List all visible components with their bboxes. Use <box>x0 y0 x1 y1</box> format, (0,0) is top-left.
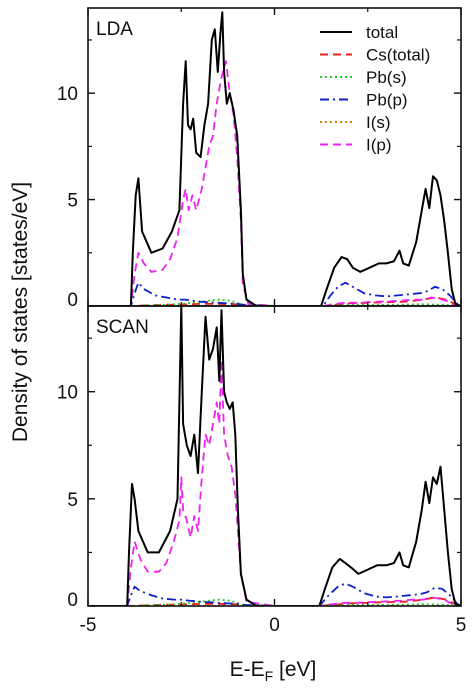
series-line-pb-p <box>88 582 461 606</box>
legend-label: total <box>366 23 398 42</box>
legend-item: total <box>320 23 398 42</box>
legend-item: Pb(p) <box>320 91 408 110</box>
series-line-i-p <box>88 358 461 606</box>
x-tick-label: 0 <box>269 615 280 636</box>
panel-lda: 0 5 10 LDA <box>57 7 462 311</box>
x-tick-label: 5 <box>456 615 467 636</box>
y-tick-label: 5 <box>67 191 78 212</box>
y-axis-title: Density of states [states/eV] <box>9 182 32 442</box>
legend-item: I(s) <box>320 113 391 132</box>
y-tick-label: 10 <box>57 383 78 404</box>
panel-label: LDA <box>96 19 133 40</box>
x-axis-title-sub: F <box>265 668 274 684</box>
panel-label: SCAN <box>96 317 149 338</box>
legend-label: Cs(total) <box>366 46 430 65</box>
y-tick-label: 0 <box>67 590 78 611</box>
series-line-total <box>88 11 461 306</box>
x-axis-title-main: E-E <box>230 658 265 681</box>
legend-label: Pb(p) <box>366 91 408 110</box>
y-tick-label: 10 <box>57 84 78 105</box>
legend-label: Pb(s) <box>366 68 407 87</box>
series-line-i-p <box>88 60 461 306</box>
y-tick-label: 5 <box>67 490 78 511</box>
legend-item: Cs(total) <box>320 46 430 65</box>
plot-frame <box>87 305 462 607</box>
x-axis-title-unit: [eV] <box>273 658 316 681</box>
legend-label: I(s) <box>366 113 391 132</box>
legend-item: Pb(s) <box>320 68 407 87</box>
y-tick-label: 0 <box>67 290 78 311</box>
legend: total Cs(total) Pb(s) Pb(p) I(s) I(p) <box>320 23 430 155</box>
x-tick-label: -5 <box>80 615 97 636</box>
legend-label: I(p) <box>366 136 392 155</box>
x-axis-title: E-EF [eV] <box>230 658 317 684</box>
series-line-pb-p <box>88 281 461 306</box>
series-line-total <box>88 306 461 606</box>
legend-item: I(p) <box>320 136 392 155</box>
